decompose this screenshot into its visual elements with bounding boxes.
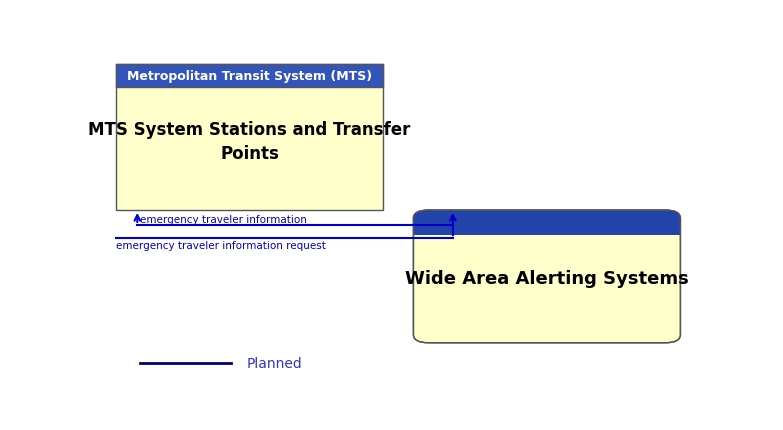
Text: Metropolitan Transit System (MTS): Metropolitan Transit System (MTS)	[127, 70, 372, 83]
FancyBboxPatch shape	[413, 223, 680, 235]
FancyBboxPatch shape	[413, 211, 680, 343]
FancyBboxPatch shape	[116, 65, 383, 88]
Text: Wide Area Alerting Systems: Wide Area Alerting Systems	[405, 270, 689, 287]
FancyBboxPatch shape	[413, 211, 680, 235]
FancyBboxPatch shape	[116, 65, 383, 211]
Text: emergency traveler information request: emergency traveler information request	[116, 240, 326, 250]
Text: MTS System Stations and Transfer
Points: MTS System Stations and Transfer Points	[88, 121, 411, 163]
Text: Planned: Planned	[247, 356, 302, 370]
Text: emergency traveler information: emergency traveler information	[140, 214, 307, 224]
